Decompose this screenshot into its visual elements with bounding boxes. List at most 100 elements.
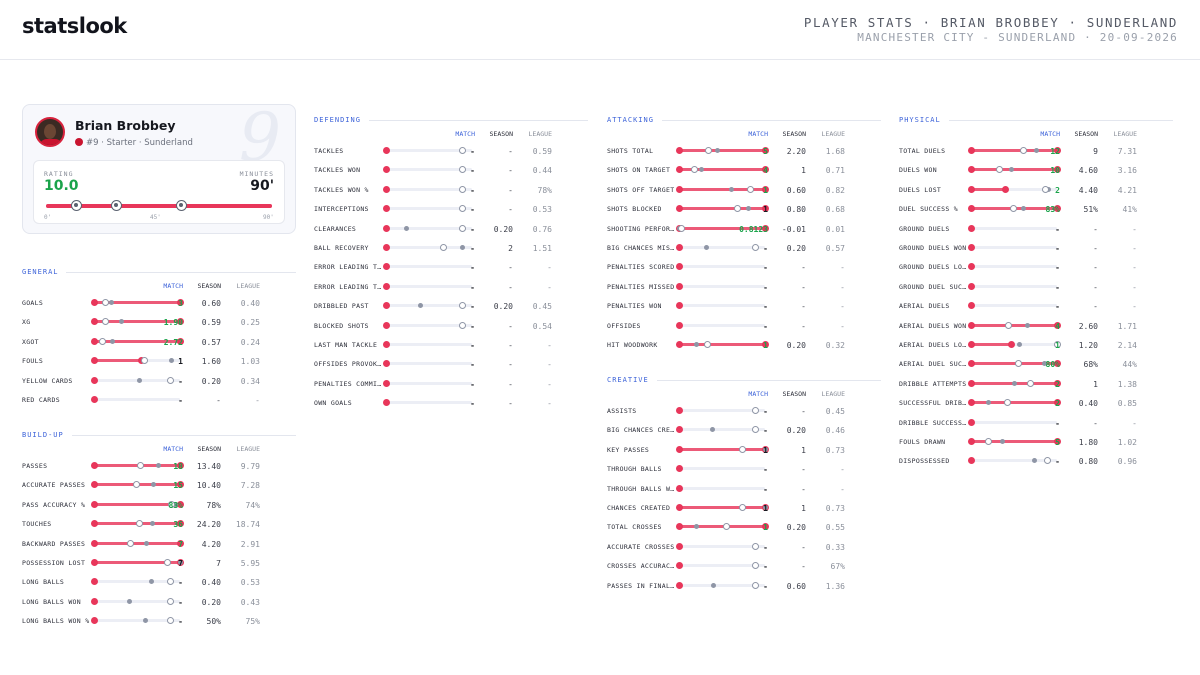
stat-row[interactable]: BIG CHANCES MIS… - 0.20 0.57	[607, 242, 881, 254]
stat-row[interactable]: AERIAL DUELS - - -	[899, 300, 1173, 312]
logo[interactable]: statslook	[22, 14, 127, 38]
stat-row[interactable]: BLOCKED SHOTS - - 0.54	[314, 320, 588, 332]
stat-bar-origin-dot	[383, 263, 390, 271]
stat-row[interactable]: PENALTIES WON - - -	[607, 300, 881, 312]
stat-row[interactable]: GROUND DUELS WON - - -	[899, 242, 1173, 254]
stat-row[interactable]: KEY PASSES 1 1 0.73	[607, 444, 881, 456]
stat-row[interactable]: RED CARDS - - -	[22, 394, 296, 406]
stat-bar	[968, 379, 1061, 387]
stat-row[interactable]: AERIAL DUEL SUC… 80% 68% 44%	[899, 358, 1173, 370]
stat-row[interactable]: PASS ACCURACY % 83% 78% 74%	[22, 499, 296, 511]
league-marker	[166, 617, 174, 625]
stat-bar-fill	[971, 323, 1057, 327]
league-value: -	[547, 282, 552, 292]
stat-row[interactable]: BACKWARD PASSES 7 4.20 2.91	[22, 538, 296, 550]
stat-row[interactable]: DUEL SUCCESS % 83% 51% 41%	[899, 203, 1173, 215]
stat-row[interactable]: DUELS WON 10 4.60 3.16	[899, 164, 1173, 176]
stat-row[interactable]: ERROR LEADING T… - - -	[314, 261, 588, 273]
stat-row[interactable]: CROSSES ACCURAC… - - 67%	[607, 560, 881, 572]
stat-row[interactable]: SHOOTING PERFOR… 0.8123 -0.01 0.01	[607, 223, 881, 235]
stat-row[interactable]: YELLOW CARDS - 0.20 0.34	[22, 375, 296, 387]
stat-row[interactable]: ACCURATE PASSES 15 10.40 7.28	[22, 479, 296, 491]
stat-row[interactable]: OWN GOALS - - -	[314, 397, 588, 409]
stat-row[interactable]: CHANCES CREATED 1 1 0.73	[607, 502, 881, 514]
stat-row[interactable]: TOUCHES 36 24.20 18.74	[22, 518, 296, 530]
stat-row[interactable]: POSSESSION LOST 7 7 5.95	[22, 557, 296, 569]
stat-row[interactable]: ASSISTS - - 0.45	[607, 405, 881, 417]
stat-row[interactable]: PENALTIES SCORED - - -	[607, 261, 881, 273]
stat-row[interactable]: THROUGH BALLS W… - - -	[607, 483, 881, 495]
stat-row[interactable]: OFFSIDES PROVOK… - - -	[314, 358, 588, 370]
season-value: -	[508, 399, 513, 409]
match-value: -	[178, 396, 183, 405]
stat-row[interactable]: SUCCESSFUL DRIB… 2 0.40 0.85	[899, 397, 1173, 409]
stat-row[interactable]: LONG BALLS WON % - 50% 75%	[22, 615, 296, 627]
stat-row[interactable]: PENALTIES MISSED - - -	[607, 281, 881, 293]
season-value: 78%	[206, 500, 221, 510]
stat-row[interactable]: TACKLES WON % - - 78%	[314, 184, 588, 196]
stat-row[interactable]: LONG BALLS WON - 0.20 0.43	[22, 596, 296, 608]
stat-bar	[383, 147, 472, 154]
stat-row[interactable]: PASSES IN FINAL… - 0.60 1.36	[607, 580, 881, 592]
match-value: 2	[1055, 185, 1060, 195]
league-value: 44%	[1122, 360, 1137, 370]
stat-bar-origin-dot	[676, 562, 683, 570]
stat-bar	[968, 185, 1057, 193]
stat-row[interactable]: OFFSIDES - - -	[607, 320, 881, 332]
stat-row[interactable]: INTERCEPTIONS - - 0.53	[314, 203, 588, 215]
match-value: 36	[173, 520, 183, 530]
stat-label: AERIAL DUEL SUC…	[899, 360, 967, 369]
stat-bar	[676, 302, 765, 310]
stat-label: PASSES IN FINAL…	[607, 581, 675, 590]
stat-row[interactable]: FOULS 1 1.60 1.03	[22, 355, 296, 367]
stat-row[interactable]: HIT WOODWORK 1 0.20 0.32	[607, 339, 881, 351]
stat-row[interactable]: DUELS LOST 2 4.40 4.21	[899, 184, 1173, 196]
stat-row[interactable]: PASSES 18 13.40 9.79	[22, 460, 296, 472]
stat-row[interactable]: CLEARANCES - 0.20 0.76	[314, 223, 588, 235]
stat-row[interactable]: FOULS DRAWN 5 1.80 1.02	[899, 436, 1173, 448]
stat-label: ACCURATE CROSSES	[607, 542, 675, 551]
stat-row[interactable]: LONG BALLS - 0.40 0.53	[22, 576, 296, 588]
stat-row[interactable]: TOTAL CROSSES 1 0.20 0.55	[607, 521, 881, 533]
stat-row[interactable]: AERIAL DUELS WON 4 2.60 1.71	[899, 320, 1173, 332]
stat-row[interactable]: LAST MAN TACKLE - - -	[314, 339, 588, 351]
stat-row[interactable]: SHOTS TOTAL 5 2.20 1.68	[607, 145, 881, 157]
stat-row[interactable]: TACKLES - - 0.59	[314, 145, 588, 157]
stat-bar-origin-dot	[968, 205, 975, 213]
stat-bar-origin-dot	[383, 185, 390, 193]
match-column-header: MATCH	[163, 282, 183, 290]
stat-bar	[968, 341, 1061, 348]
match-marker	[1054, 166, 1061, 174]
stat-row[interactable]: DRIBBLED PAST - 0.20 0.45	[314, 300, 588, 312]
stat-row[interactable]: XG 1.90 0.59 0.25	[22, 316, 296, 328]
stat-row[interactable]: DRIBBLE SUCCESS… - - -	[899, 417, 1173, 429]
stat-row[interactable]: PENALTIES COMMI… - - -	[314, 378, 588, 390]
stat-row[interactable]: THROUGH BALLS - - -	[607, 463, 881, 475]
season-value: 50%	[206, 617, 221, 627]
stat-row[interactable]: GROUND DUEL SUC… - - -	[899, 281, 1173, 293]
stat-row[interactable]: GOALS 3 0.60 0.40	[22, 297, 296, 309]
stat-bar-fill	[94, 561, 180, 564]
stat-row[interactable]: BIG CHANCES CRE… - 0.20 0.46	[607, 424, 881, 436]
stat-bar	[676, 282, 765, 290]
match-value: -	[470, 205, 475, 215]
stat-row[interactable]: DISPOSSESSED - 0.80 0.96	[899, 455, 1173, 467]
stat-row[interactable]: GROUND DUELS LO… - - -	[899, 261, 1173, 273]
season-value: -	[508, 341, 513, 350]
stat-row[interactable]: SHOTS ON TARGET 4 1 0.71	[607, 164, 881, 176]
stat-row[interactable]: SHOTS OFF TARGET 1 0.60 0.82	[607, 184, 881, 196]
stat-row[interactable]: TOTAL DUELS 12 9 7.31	[899, 145, 1173, 157]
season-column-header: SEASON	[197, 445, 221, 453]
defending-section-title: DEFENDING	[314, 116, 361, 124]
stat-row[interactable]: AERIAL DUELS LO… 1 1.20 2.14	[899, 339, 1173, 351]
match-value: 83%	[168, 500, 183, 510]
stat-row[interactable]: XGOT 2.72 0.57 0.24	[22, 336, 296, 348]
stat-row[interactable]: DRIBBLE ATTEMPTS 2 1 1.38	[899, 378, 1173, 390]
stat-row[interactable]: ACCURATE CROSSES - - 0.33	[607, 541, 881, 553]
stat-row[interactable]: TACKLES WON - - 0.44	[314, 164, 588, 176]
stat-row[interactable]: GROUND DUELS - - -	[899, 223, 1173, 235]
stat-row[interactable]: ERROR LEADING T… - - -	[314, 281, 588, 293]
stat-bar-origin-dot	[383, 302, 390, 310]
stat-row[interactable]: SHOTS BLOCKED 1 0.80 0.68	[607, 203, 881, 215]
stat-row[interactable]: BALL RECOVERY - 2 1.51	[314, 242, 588, 254]
